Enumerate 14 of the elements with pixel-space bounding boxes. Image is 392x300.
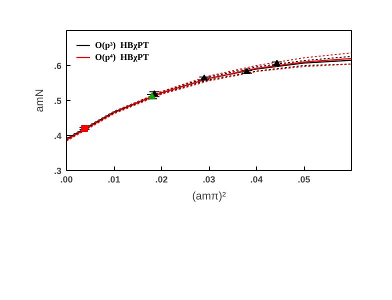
x-tick-label: .04 (250, 174, 263, 184)
x-tick-label: .02 (155, 174, 168, 184)
y-tick-label: .3 (54, 166, 62, 176)
y-axis-title: amN (34, 88, 46, 112)
x-axis-title: (amπ)² (192, 190, 226, 202)
x-tick-label: .01 (108, 174, 120, 184)
y-tick-label: .4 (54, 131, 62, 141)
y-tick-label: .6 (54, 61, 62, 71)
y-tick-label: .5 (54, 96, 62, 106)
legend-label: O(p⁴) HBχPT (95, 52, 149, 62)
x-tick-label: .03 (202, 174, 216, 184)
x-tick-label: .00 (60, 174, 73, 184)
legend-label: O(p³) HBχPT (95, 40, 149, 50)
x-tick-label: .05 (298, 174, 310, 184)
